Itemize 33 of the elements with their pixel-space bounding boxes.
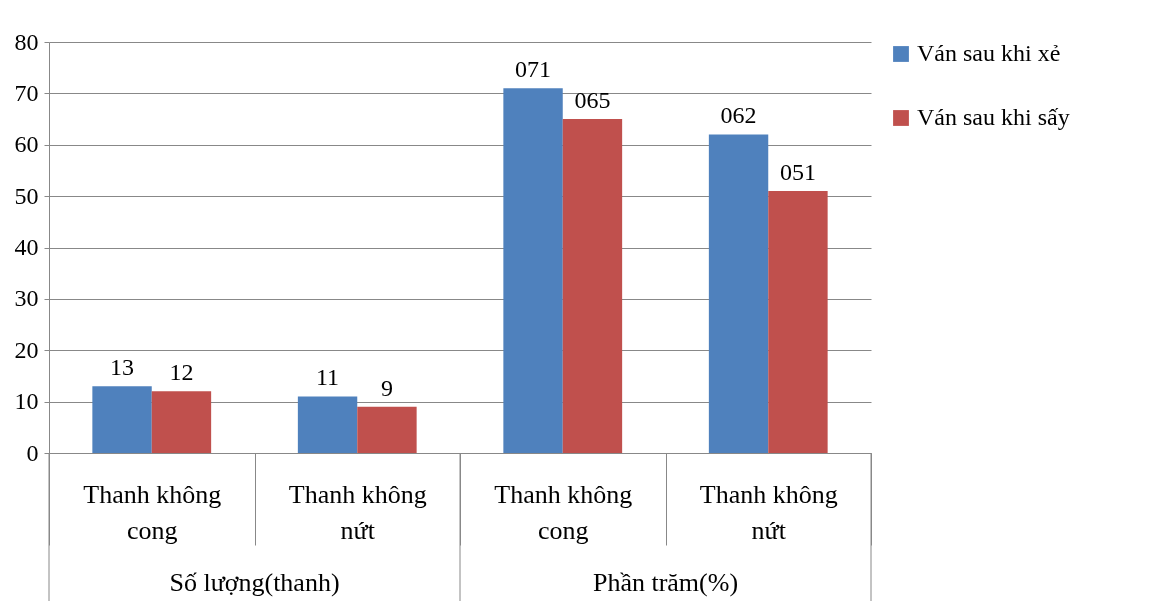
data-label: 062: [720, 102, 757, 129]
bar: [92, 386, 152, 453]
data-label: 13: [110, 354, 135, 381]
x-tick-label: Thanh không nứt: [699, 479, 838, 545]
bar: [562, 119, 623, 453]
bar: [503, 88, 563, 453]
text: Phần trăm(%): [592, 568, 739, 597]
x-tick-label: Thanh không cong: [83, 479, 222, 545]
y-tick-label: 70: [14, 79, 39, 106]
legend-label: Ván sau khi sấy: [917, 104, 1070, 130]
data-label: 12: [169, 359, 194, 386]
bar: [297, 396, 358, 453]
bar: [768, 190, 828, 453]
bar: [151, 391, 212, 453]
y-tick-label: 10: [14, 388, 39, 415]
bar: [708, 134, 769, 453]
y-tick-label: 50: [14, 182, 39, 209]
y-tick-label: 60: [14, 131, 39, 158]
x-tick-label: Thanh không cong: [494, 479, 633, 545]
y-tick-label: 0: [26, 439, 39, 466]
data-label: 9: [380, 374, 393, 401]
y-tick-label: 20: [14, 336, 39, 363]
data-label: 051: [779, 158, 816, 185]
text: Số lượng(thanh): [169, 568, 340, 597]
y-tick-label: 30: [14, 285, 39, 312]
data-label: 065: [574, 87, 611, 114]
x-tick-label: Thanh không nứt: [288, 479, 427, 545]
data-label: 071: [515, 56, 552, 83]
bar: [357, 406, 417, 453]
data-label: 11: [316, 364, 340, 391]
y-tick-label: 80: [14, 28, 39, 55]
y-tick-label: 40: [14, 234, 39, 260]
legend-label: Ván sau khi xẻ: [917, 40, 1061, 66]
